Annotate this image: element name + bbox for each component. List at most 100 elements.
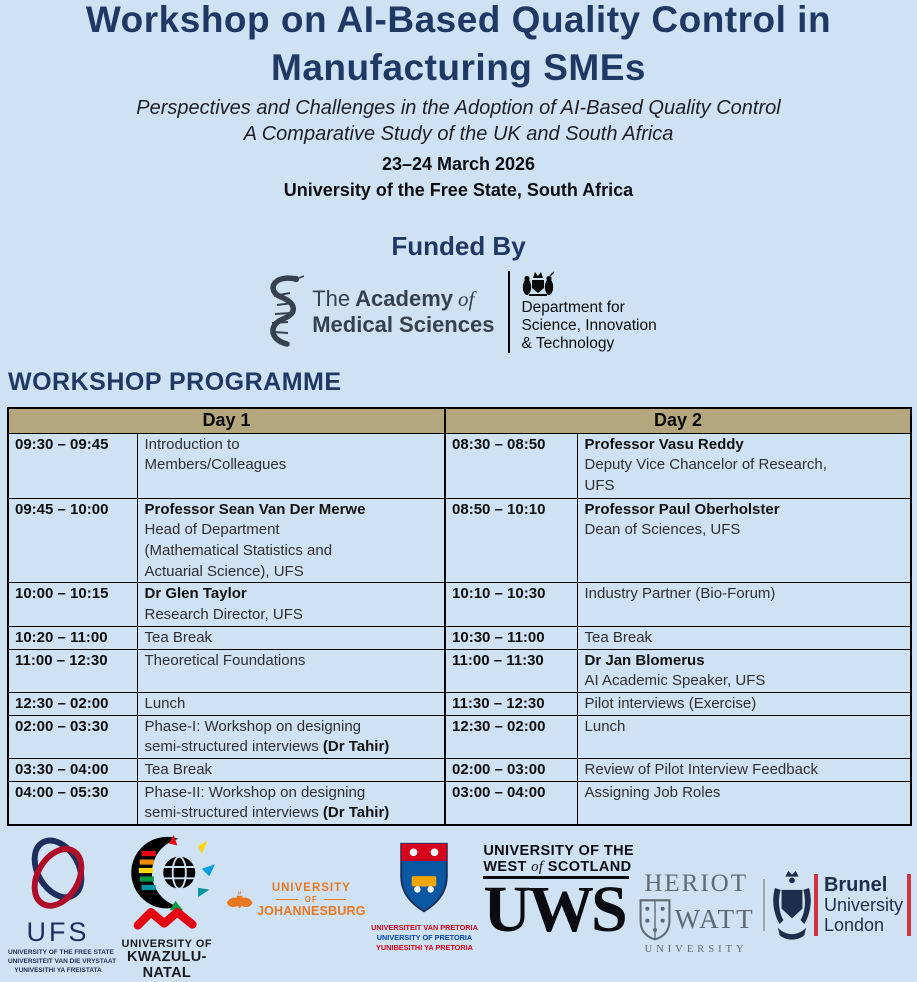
session-name-bold: Professor Sean Van Der Merwe (144, 500, 366, 518)
session-line: Tea Break (145, 628, 439, 649)
header: Workshop on AI-Based Quality Control in … (0, 0, 917, 201)
session-line: semi-structured interviews (Dr Tahir) (145, 737, 439, 758)
day1-time-cell: 10:20 – 11:00 (7, 625, 138, 650)
uj-line-2: OF (276, 895, 347, 904)
funded-by-heading: Funded By (391, 231, 526, 262)
dsit-line-1: Department for (521, 299, 625, 317)
session-line: Professor Paul Oberholster (585, 500, 905, 521)
table-header-row: Day 1 Day 2 (7, 407, 912, 434)
session-line: Phase-I: Workshop on designing (145, 717, 439, 738)
session-text: Head of Department (144, 521, 280, 539)
ufs-line-2: UNIVERSITEIT VAN DIE VRYSTAAT (8, 957, 117, 965)
session-line: Assigning Job Roles (585, 783, 905, 804)
day1-session-cell: Lunch (136, 691, 446, 716)
day2-session-cell: Professor Paul Oberholster Dean of Scienc… (576, 497, 912, 584)
dsit-line-3: & Technology (521, 334, 615, 352)
brunel-gray-bar (762, 879, 765, 931)
day2-session-cell: Dr Jan Blomerus AI Academic Speaker, UFS (576, 648, 912, 693)
day1-time-cell: 03:30 – 04:00 (7, 757, 138, 782)
subtitle-line-1: Perspectives and Challenges in the Adopt… (136, 97, 781, 120)
heriot-watt-shield-icon (639, 899, 671, 941)
academy-medical-sciences-logo: The Academy of Medical Sciences (260, 272, 494, 352)
heriot-watt-logo: HERIOT WATT UNIVERSITY (632, 871, 760, 955)
day2-time-cell: 08:30 – 08:50 (444, 432, 578, 499)
watt-line: WATT (674, 903, 755, 934)
funder-logos: The Academy of Medical Sciences (0, 270, 917, 354)
table-row: 11:00 – 12:30 Theoretical Foundations 11:0… (7, 648, 912, 693)
session-text: Introduction to (144, 435, 240, 453)
day1-session-cell: Introduction to Members/Colleagues (136, 432, 446, 499)
session-line: Phase-II: Workshop on designing (145, 783, 439, 804)
day2-session-cell: Professor Vasu Reddy Deputy Vice Chancelo… (576, 432, 912, 499)
session-line: Professor Vasu Reddy (585, 435, 905, 456)
session-text: Tea Break (144, 760, 213, 778)
day1-time-cell: 02:00 – 03:30 (7, 714, 138, 759)
session-line: Deputy Vice Chancelor of Research, (585, 455, 905, 476)
session-name-bold: Professor Paul Oberholster (584, 500, 780, 518)
day2-session-cell: Pilot interviews (Exercise) (576, 691, 912, 716)
up-line-2: UNIVERSITY OF PRETORIA (376, 933, 473, 943)
session-text: Tea Break (584, 628, 653, 646)
session-line: Lunch (145, 694, 439, 715)
day2-session-cell: Industry Partner (Bio-Forum) (576, 582, 912, 627)
ams-of: of (458, 287, 475, 312)
ufs-emblem-icon (31, 837, 85, 909)
day2-header: Day 2 (444, 407, 912, 434)
table-row: 12:30 – 02:00 Lunch 11:30 – 12:30 Pilot int… (7, 691, 912, 716)
brunel-line-3: London (823, 914, 885, 935)
uws-abbr: UWS (483, 873, 627, 947)
up-crest-icon (400, 842, 449, 913)
day1-session-cell: Phase-I: Workshop on designing semi-struc… (136, 714, 446, 759)
day1-time-cell: 09:30 – 09:45 (7, 432, 138, 499)
uws-of: of (531, 859, 544, 876)
uws-line-1: UNIVERSITY OF THE (483, 843, 635, 859)
ufs-logo: UFS UNIVERSITY OF THE FREE STATE UNIVERS… (8, 835, 117, 975)
ams-the: The (312, 286, 351, 312)
session-text: Industry Partner (Bio-Forum) (584, 585, 776, 603)
brunel-wordmark: Brunel University London (818, 874, 907, 935)
session-name-bold: (Dr Tahir) (322, 738, 390, 756)
session-text: Deputy Vice Chancelor of Research, (584, 456, 827, 474)
up-logo: UNIVERSITEIT VAN PRETORIA UNIVERSITY OF … (368, 840, 480, 954)
table-row: 04:00 – 05:30 Phase-II: Workshop on desig… (7, 780, 912, 826)
ufs-line-1: UNIVERSITY OF THE FREE STATE (8, 949, 114, 956)
subtitle-line-2: A Comparative Study of the UK and South … (243, 123, 674, 146)
royal-crest-icon (523, 271, 555, 297)
uj-line-1: UNIVERSITY (271, 881, 351, 894)
programme-table: Day 1 Day 2 09:30 – 09:45 Introduction to… (7, 407, 913, 826)
ams-snake-dna-icon (270, 275, 305, 347)
day2-session-cell: Tea Break (576, 625, 912, 650)
session-line: Tea Break (145, 760, 439, 781)
uj-line-3: JOHANNESBURG (256, 904, 366, 919)
session-line: (Mathematical Statistics and (145, 541, 439, 562)
table-row: 09:30 – 09:45 Introduction to Members/Coll… (7, 432, 912, 499)
up-wordmark: UNIVERSITEIT VAN PRETORIA UNIVERSITY OF … (368, 923, 480, 954)
session-text: Theoretical Foundations (144, 651, 306, 669)
day1-session-cell: Phase-II: Workshop on designing semi-stru… (136, 780, 446, 826)
partner-logos-footer: UFS UNIVERSITY OF THE FREE STATE UNIVERS… (8, 835, 911, 982)
table-row: 10:20 – 11:00 Tea Break 10:30 – 11:00 Tea B… (7, 625, 912, 650)
uj-logo: UNIVERSITY OF JOHANNESBURG (226, 873, 366, 927)
session-line: Industry Partner (Bio-Forum) (585, 584, 905, 605)
session-line: Tea Break (585, 628, 905, 649)
uws-line-2: WEST of SCOTLAND (483, 859, 632, 876)
brunel-line-2: University (823, 895, 903, 916)
day2-time-cell: 03:00 – 04:00 (444, 780, 578, 826)
session-name-bold: (Dr Tahir) (322, 804, 390, 822)
title-line-2: Manufacturing SMEs (271, 47, 646, 89)
subtitle: Perspectives and Challenges in the Adopt… (0, 95, 917, 147)
brunel-crest-icon (773, 870, 811, 940)
day2-time-cell: 08:50 – 10:10 (444, 497, 578, 584)
uws-scotland: SCOTLAND (547, 859, 632, 876)
session-name-bold: Professor Vasu Reddy (584, 435, 744, 453)
day1-session-cell: Tea Break (136, 757, 446, 782)
day2-time-cell: 11:30 – 12:30 (444, 691, 578, 716)
session-line: Professor Sean Van Der Merwe (145, 500, 439, 521)
table-row: 10:00 – 10:15 Dr Glen Taylor Research Dire… (7, 582, 912, 627)
up-line-1: UNIVERSITEIT VAN PRETORIA (371, 923, 478, 932)
dsit-logo: Department for Science, Innovation & Tec… (508, 271, 657, 354)
session-text: Phase-II: Workshop on designing (144, 783, 366, 801)
day1-time-cell: 09:45 – 10:00 (7, 497, 138, 584)
session-line: Introduction to (145, 435, 439, 456)
day2-time-cell: 10:30 – 11:00 (444, 625, 578, 650)
